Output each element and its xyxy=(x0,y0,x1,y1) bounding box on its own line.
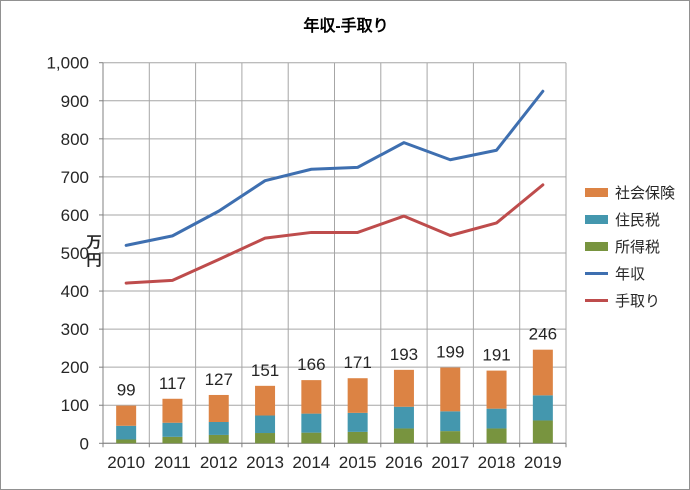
bar-segment-社会保険 xyxy=(486,370,507,409)
bar-segment-社会保険 xyxy=(116,405,137,426)
take-home-line-swatch-icon xyxy=(585,299,608,302)
x-tick-labels: 2010 2011 2012 2013 2014 2015 2016 2017 2018 2019 xyxy=(107,453,562,472)
bar-total-label: 151 xyxy=(251,361,279,380)
bar-segment-所得税 xyxy=(301,432,322,444)
bar-segment-住民税 xyxy=(440,411,461,432)
bar-segment-社会保険 xyxy=(208,394,229,422)
legend-label: 年収 xyxy=(615,266,646,283)
bar-segment-住民税 xyxy=(486,408,507,429)
bar-segment-住民税 xyxy=(347,412,368,432)
svg-text:2011: 2011 xyxy=(154,453,191,472)
bar-segment-住民税 xyxy=(208,421,229,435)
legend-item-income-tax: 所得税 xyxy=(585,237,675,256)
legend-item-annual-income: 年収 xyxy=(585,264,675,283)
bar-segment-所得税 xyxy=(486,428,507,444)
svg-text:2015: 2015 xyxy=(339,453,377,472)
bar-segment-社会保険 xyxy=(255,385,276,416)
legend: 社会保険 住民税 所得税 年収 手取り xyxy=(585,183,675,310)
bar-total-label: 199 xyxy=(436,343,464,362)
annual-income-line-swatch-icon xyxy=(585,272,608,275)
bar-total-label: 127 xyxy=(205,370,233,389)
bar-segment-住民税 xyxy=(255,415,276,434)
svg-text:500: 500 xyxy=(61,244,89,263)
bar-segment-住民税 xyxy=(393,406,414,429)
svg-text:300: 300 xyxy=(61,320,89,339)
bar-segment-社会保険 xyxy=(532,349,553,396)
bar-segment-所得税 xyxy=(347,431,368,444)
svg-text:2012: 2012 xyxy=(200,453,238,472)
svg-text:1,000: 1,000 xyxy=(46,54,89,73)
legend-label: 社会保険 xyxy=(615,185,676,202)
bar-total-label: 166 xyxy=(297,355,325,374)
svg-text:900: 900 xyxy=(61,92,89,111)
bar-total-label: 99 xyxy=(117,381,136,400)
bar-segment-所得税 xyxy=(532,420,553,444)
line-年収 xyxy=(124,89,545,247)
social-insurance-swatch-icon xyxy=(585,188,608,197)
bars-layer: 99 117 127 151 166 171 193 199 191 246 xyxy=(116,325,557,444)
bar-segment-所得税 xyxy=(162,436,183,444)
income-tax-swatch-icon xyxy=(585,242,608,251)
legend-item-social-insurance: 社会保険 xyxy=(585,183,675,202)
bar-total-label: 193 xyxy=(390,345,418,364)
bar-segment-所得税 xyxy=(255,433,276,444)
resident-tax-swatch-icon xyxy=(585,215,608,224)
svg-text:2017: 2017 xyxy=(431,453,469,472)
legend-label: 所得税 xyxy=(615,239,661,256)
svg-text:2018: 2018 xyxy=(478,453,516,472)
svg-text:400: 400 xyxy=(61,282,89,301)
svg-text:600: 600 xyxy=(61,206,89,225)
bar-segment-住民税 xyxy=(532,395,553,421)
y-tick-labels: 0 100 200 300 400 500 600 700 800 900 1,000 xyxy=(46,54,89,454)
bar-total-label: 117 xyxy=(159,374,186,393)
bar-total-label: 191 xyxy=(482,346,510,365)
svg-text:0: 0 xyxy=(80,434,89,453)
legend-label: 住民税 xyxy=(615,212,661,229)
legend-item-resident-tax: 住民税 xyxy=(585,210,675,229)
bar-segment-所得税 xyxy=(440,431,461,444)
chart-title: 年収-手取り xyxy=(303,18,389,35)
svg-text:200: 200 xyxy=(61,358,89,377)
lines-layer xyxy=(124,89,545,285)
bar-segment-社会保険 xyxy=(393,369,414,407)
bar-segment-住民税 xyxy=(116,425,137,440)
bar-segment-所得税 xyxy=(208,434,229,444)
legend-label: 手取り xyxy=(615,293,661,310)
bar-segment-所得税 xyxy=(393,428,414,444)
svg-text:100: 100 xyxy=(61,396,89,415)
bar-segment-社会保険 xyxy=(162,398,183,423)
legend-item-take-home: 手取り xyxy=(585,291,675,310)
svg-text:700: 700 xyxy=(61,168,89,187)
svg-text:2013: 2013 xyxy=(246,453,284,472)
bar-total-label: 171 xyxy=(343,353,371,372)
bar-segment-社会保険 xyxy=(301,380,322,414)
bar-segment-社会保険 xyxy=(347,378,368,413)
svg-text:800: 800 xyxy=(61,130,89,149)
bar-total-label: 246 xyxy=(529,325,557,344)
svg-text:2019: 2019 xyxy=(524,453,562,472)
bar-segment-所得税 xyxy=(116,439,137,444)
svg-text:2010: 2010 xyxy=(107,453,145,472)
line-手取り xyxy=(124,183,545,285)
svg-text:2016: 2016 xyxy=(385,453,423,472)
bar-segment-住民税 xyxy=(301,413,322,433)
bar-segment-社会保険 xyxy=(440,367,461,412)
svg-text:2014: 2014 xyxy=(292,453,330,472)
y-axis-title: 万円 xyxy=(86,234,102,269)
bar-segment-住民税 xyxy=(162,422,183,437)
